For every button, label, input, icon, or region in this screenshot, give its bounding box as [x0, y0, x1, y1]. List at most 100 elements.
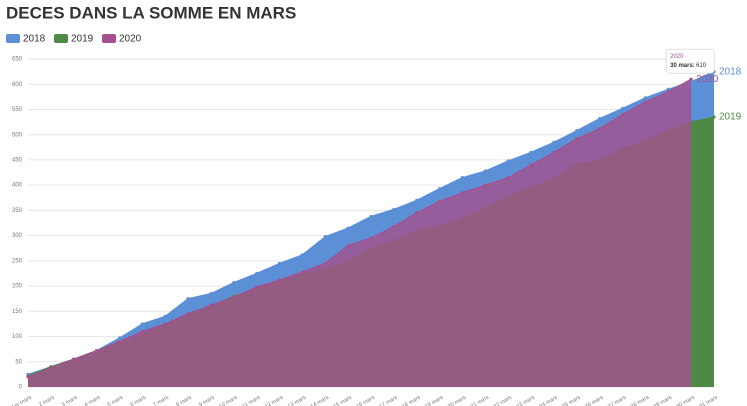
x-tick-label: 9 mars: [198, 395, 216, 406]
x-tick-label: 27 mars: [607, 395, 627, 406]
point: [300, 253, 304, 257]
y-tick-label: 150: [12, 309, 23, 315]
point: [552, 140, 556, 144]
x-tick-label: 19 mars: [424, 395, 444, 406]
y-tick-label: 0: [19, 385, 23, 391]
y-tick-label: 450: [12, 158, 23, 164]
x-tick-label: 18 mars: [401, 395, 421, 406]
point: [300, 270, 304, 274]
x-tick-label: 24 mars: [538, 395, 558, 406]
x-tick-label: 20 mars: [447, 395, 467, 406]
point: [346, 226, 350, 230]
point: [117, 339, 122, 344]
y-tick-label: 500: [12, 132, 23, 138]
x-tick-label: 6 mars: [129, 395, 147, 406]
y-tick-label: 100: [12, 334, 23, 340]
point: [643, 100, 648, 104]
point: [209, 292, 213, 296]
point: [232, 280, 236, 285]
x-tick-label: 21 mars: [470, 395, 490, 406]
point: [140, 329, 144, 334]
legend-swatch: [6, 34, 20, 43]
legend-label: 2020: [119, 34, 142, 45]
point: [117, 336, 122, 340]
x-tick-label: 29 mars: [653, 395, 673, 406]
x-tick-label: 22 mars: [493, 395, 513, 406]
x-tick-label: 23 mars: [516, 395, 536, 406]
y-tick-label: 400: [12, 183, 23, 189]
point: [438, 187, 442, 191]
point: [163, 314, 167, 318]
point: [506, 175, 510, 180]
area: [28, 79, 692, 387]
point: [666, 90, 670, 94]
point: [209, 303, 213, 307]
y-tick-label: 600: [12, 82, 23, 88]
x-tick-label: 11 mars: [242, 395, 262, 406]
x-tick-label: 3 mars: [61, 395, 79, 406]
end-label: 2018: [719, 66, 742, 77]
point: [666, 87, 670, 91]
point: [575, 137, 579, 141]
point: [529, 150, 533, 154]
point: [415, 211, 419, 215]
point: [689, 77, 693, 81]
point: [598, 116, 602, 121]
point: [255, 271, 259, 276]
point: [232, 295, 236, 299]
point: [483, 169, 487, 173]
point: [255, 285, 259, 289]
point: [392, 224, 396, 229]
end-label: 2020: [696, 74, 719, 85]
point: [186, 312, 190, 316]
point: [392, 207, 396, 211]
point: [460, 191, 465, 195]
y-tick-label: 200: [12, 284, 23, 290]
point: [346, 244, 350, 248]
x-tick-label: 12 mars: [264, 395, 284, 406]
y-tick-label: 550: [12, 107, 23, 113]
point: [620, 112, 625, 117]
point: [95, 349, 99, 353]
point: [506, 159, 510, 163]
x-tick-label: 2 mars: [38, 395, 56, 406]
y-tick-label: 250: [12, 258, 23, 264]
x-tick-label: 25 mars: [561, 395, 581, 406]
x-tick-label: 28 mars: [630, 395, 650, 406]
point: [163, 322, 167, 326]
legend-swatch: [54, 34, 68, 43]
chart-title: DECES DANS LA SOMME EN MARS: [6, 3, 296, 22]
point: [483, 183, 487, 187]
point: [552, 150, 556, 154]
point: [575, 129, 579, 133]
point: [529, 163, 533, 167]
x-tick-label: 26 mars: [584, 395, 604, 406]
point: [620, 106, 625, 111]
point: [26, 375, 30, 379]
point: [277, 261, 282, 265]
end-label: 2019: [719, 112, 742, 123]
point: [712, 115, 716, 119]
point: [598, 127, 602, 131]
tooltip-label: 30 mars:: [670, 63, 695, 69]
point: [277, 278, 282, 282]
point: [415, 198, 419, 202]
point: [369, 214, 373, 219]
point: [460, 175, 465, 180]
x-tick-label: 8 mars: [175, 395, 193, 406]
x-tick-label: 14 mars: [310, 395, 330, 406]
x-tick-label: 15 mars: [333, 395, 353, 406]
y-tick-label: 300: [12, 233, 23, 239]
point: [72, 357, 76, 361]
y-tick-label: 650: [12, 57, 23, 63]
point: [369, 236, 373, 240]
x-tick-label: 13 mars: [287, 395, 307, 406]
x-tick-label: 17 mars: [378, 395, 398, 406]
point: [643, 96, 648, 100]
x-tick-label: 7 mars: [152, 395, 170, 406]
x-tick-label: 10 mars: [218, 395, 238, 406]
x-tick-label: 1er mars: [11, 395, 33, 406]
point: [323, 235, 327, 239]
y-tick-label: 350: [12, 208, 23, 214]
